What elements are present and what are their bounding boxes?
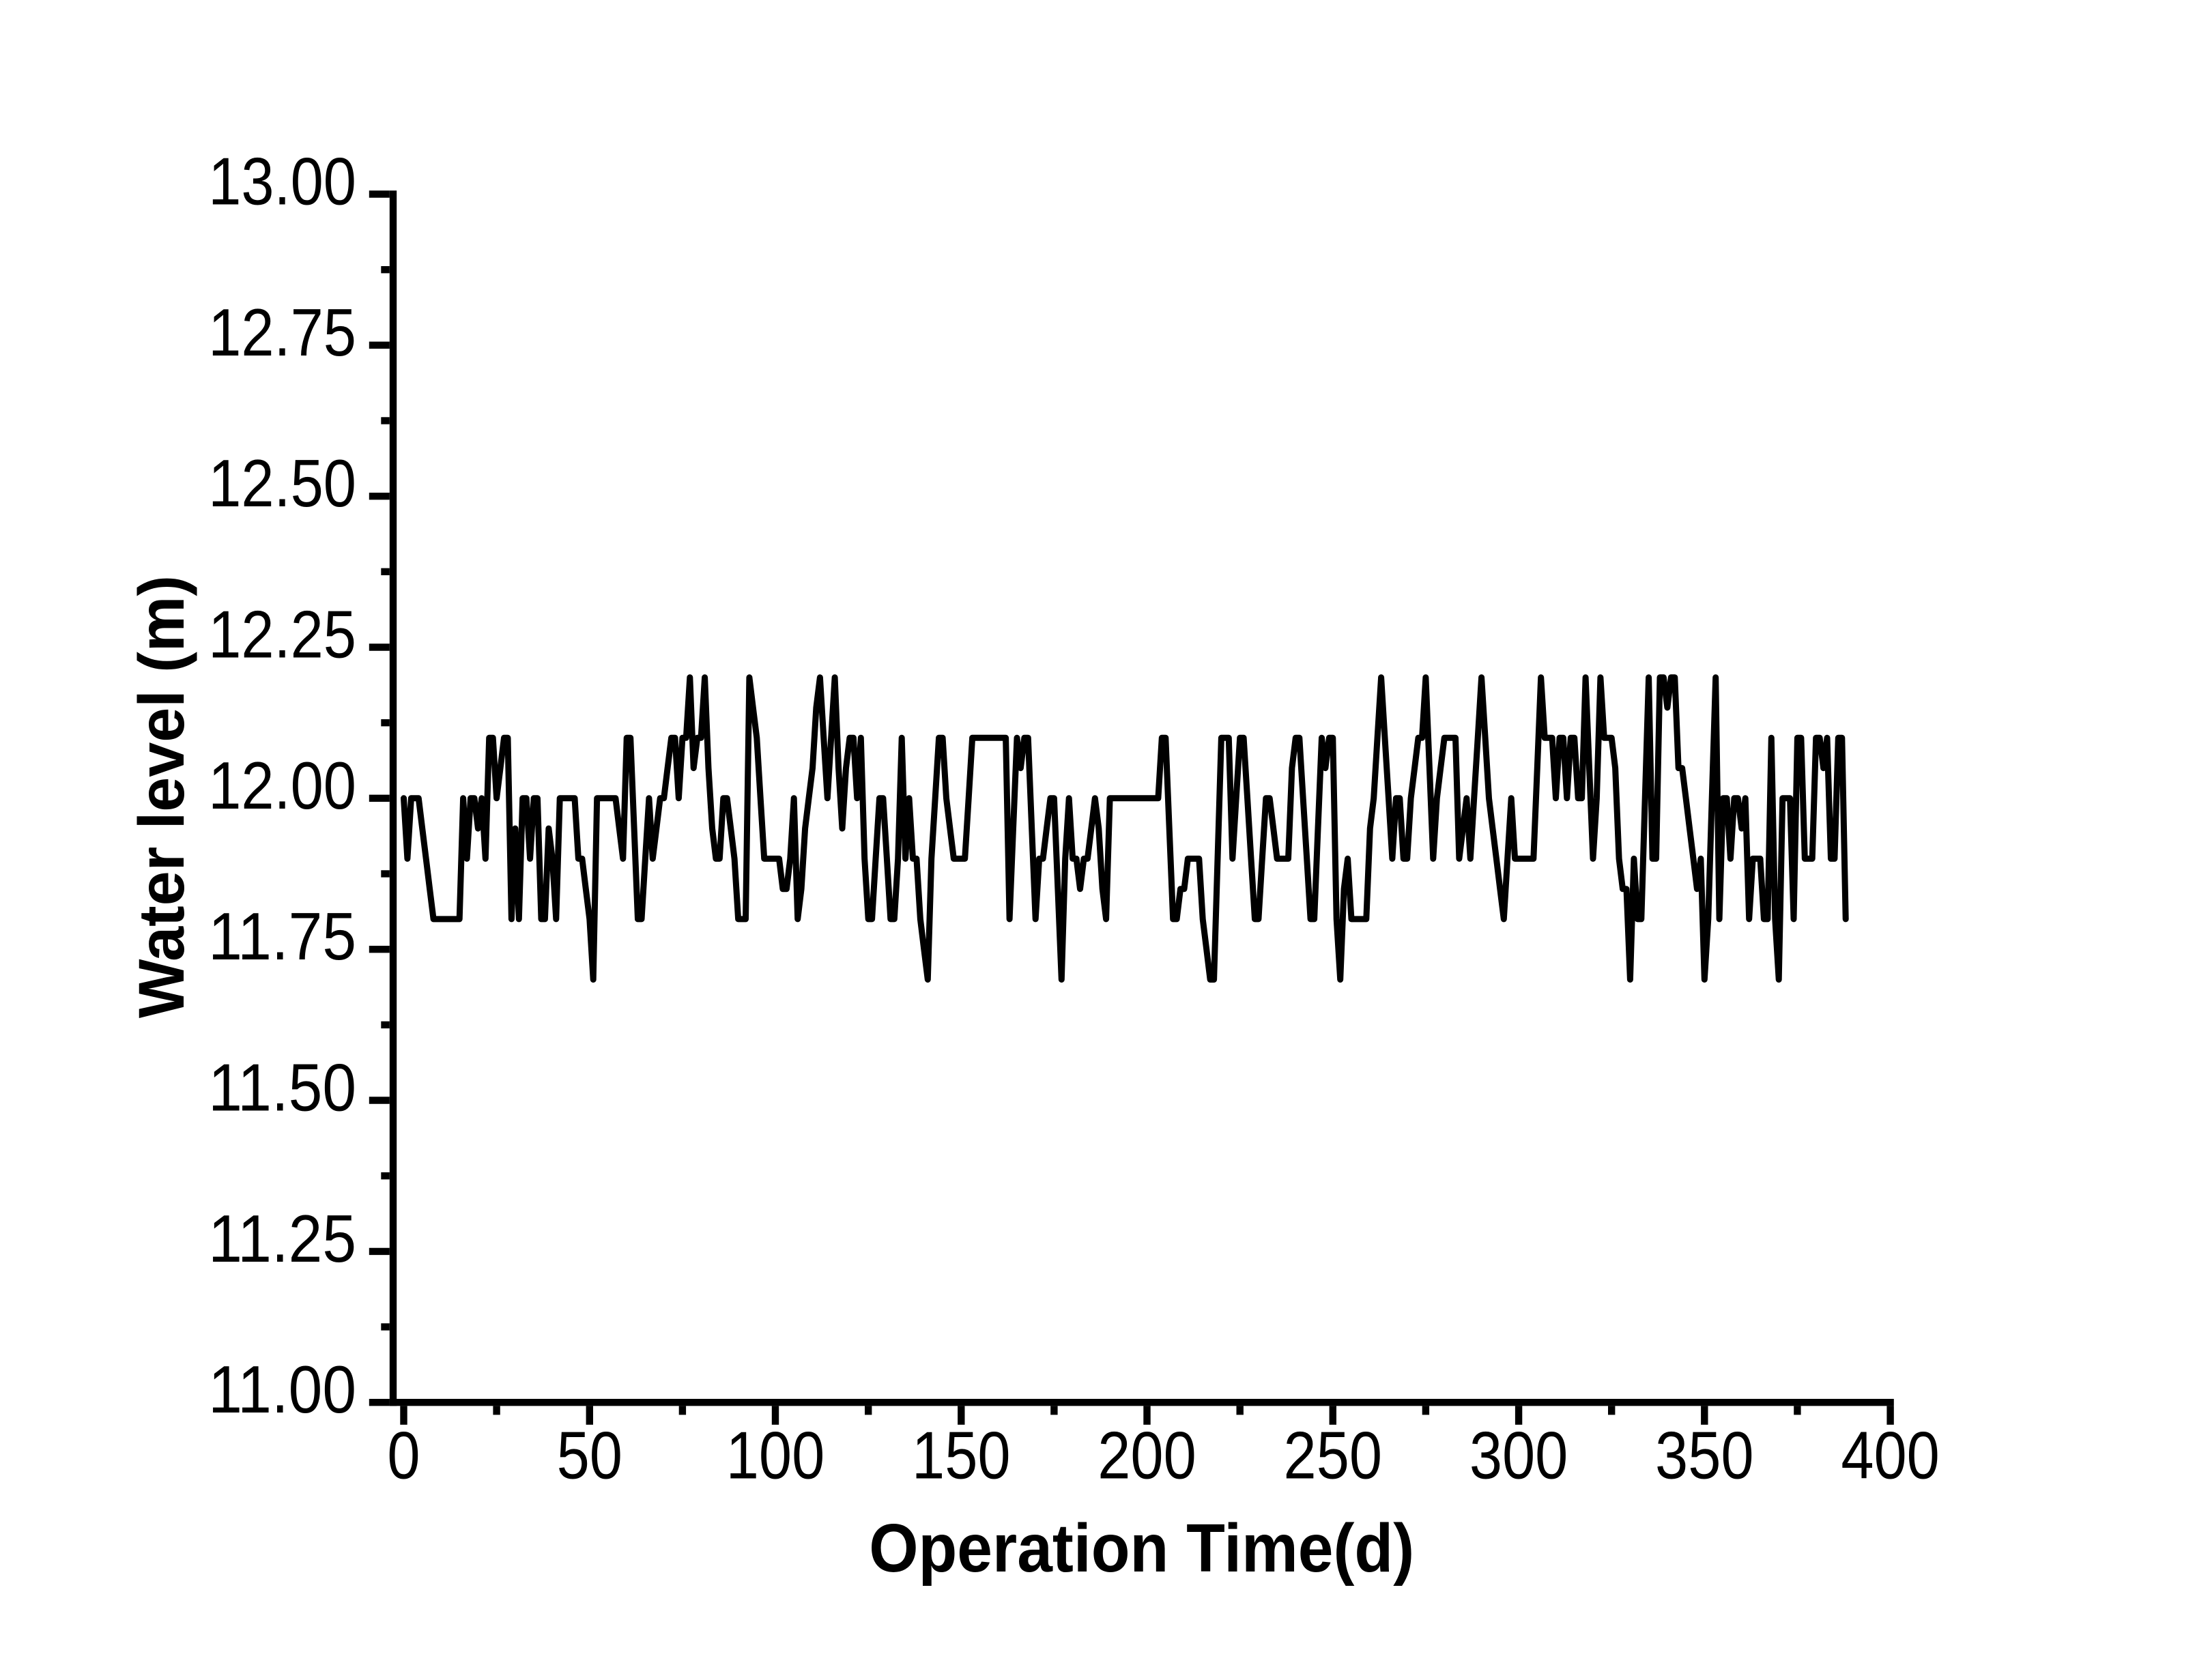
svg-text:13.00: 13.00: [208, 144, 356, 219]
svg-text:250: 250: [1284, 1418, 1383, 1493]
svg-text:150: 150: [912, 1418, 1011, 1493]
svg-text:11.50: 11.50: [208, 1050, 356, 1125]
svg-text:350: 350: [1655, 1418, 1754, 1493]
svg-text:Operation Time(d): Operation Time(d): [869, 1510, 1414, 1587]
svg-text:200: 200: [1098, 1418, 1196, 1493]
svg-text:0: 0: [387, 1418, 420, 1493]
svg-text:12.50: 12.50: [208, 446, 356, 521]
svg-text:11.00: 11.00: [208, 1352, 356, 1427]
svg-text:11.75: 11.75: [208, 899, 356, 974]
svg-text:100: 100: [726, 1418, 825, 1493]
svg-text:11.25: 11.25: [208, 1201, 356, 1276]
svg-text:12.00: 12.00: [208, 748, 356, 823]
svg-text:12.25: 12.25: [208, 597, 356, 672]
svg-text:300: 300: [1469, 1418, 1568, 1493]
svg-text:12.75: 12.75: [208, 295, 356, 370]
svg-text:50: 50: [557, 1418, 622, 1493]
svg-text:400: 400: [1841, 1418, 1940, 1493]
svg-text:Water level (m): Water level (m): [126, 575, 198, 1018]
